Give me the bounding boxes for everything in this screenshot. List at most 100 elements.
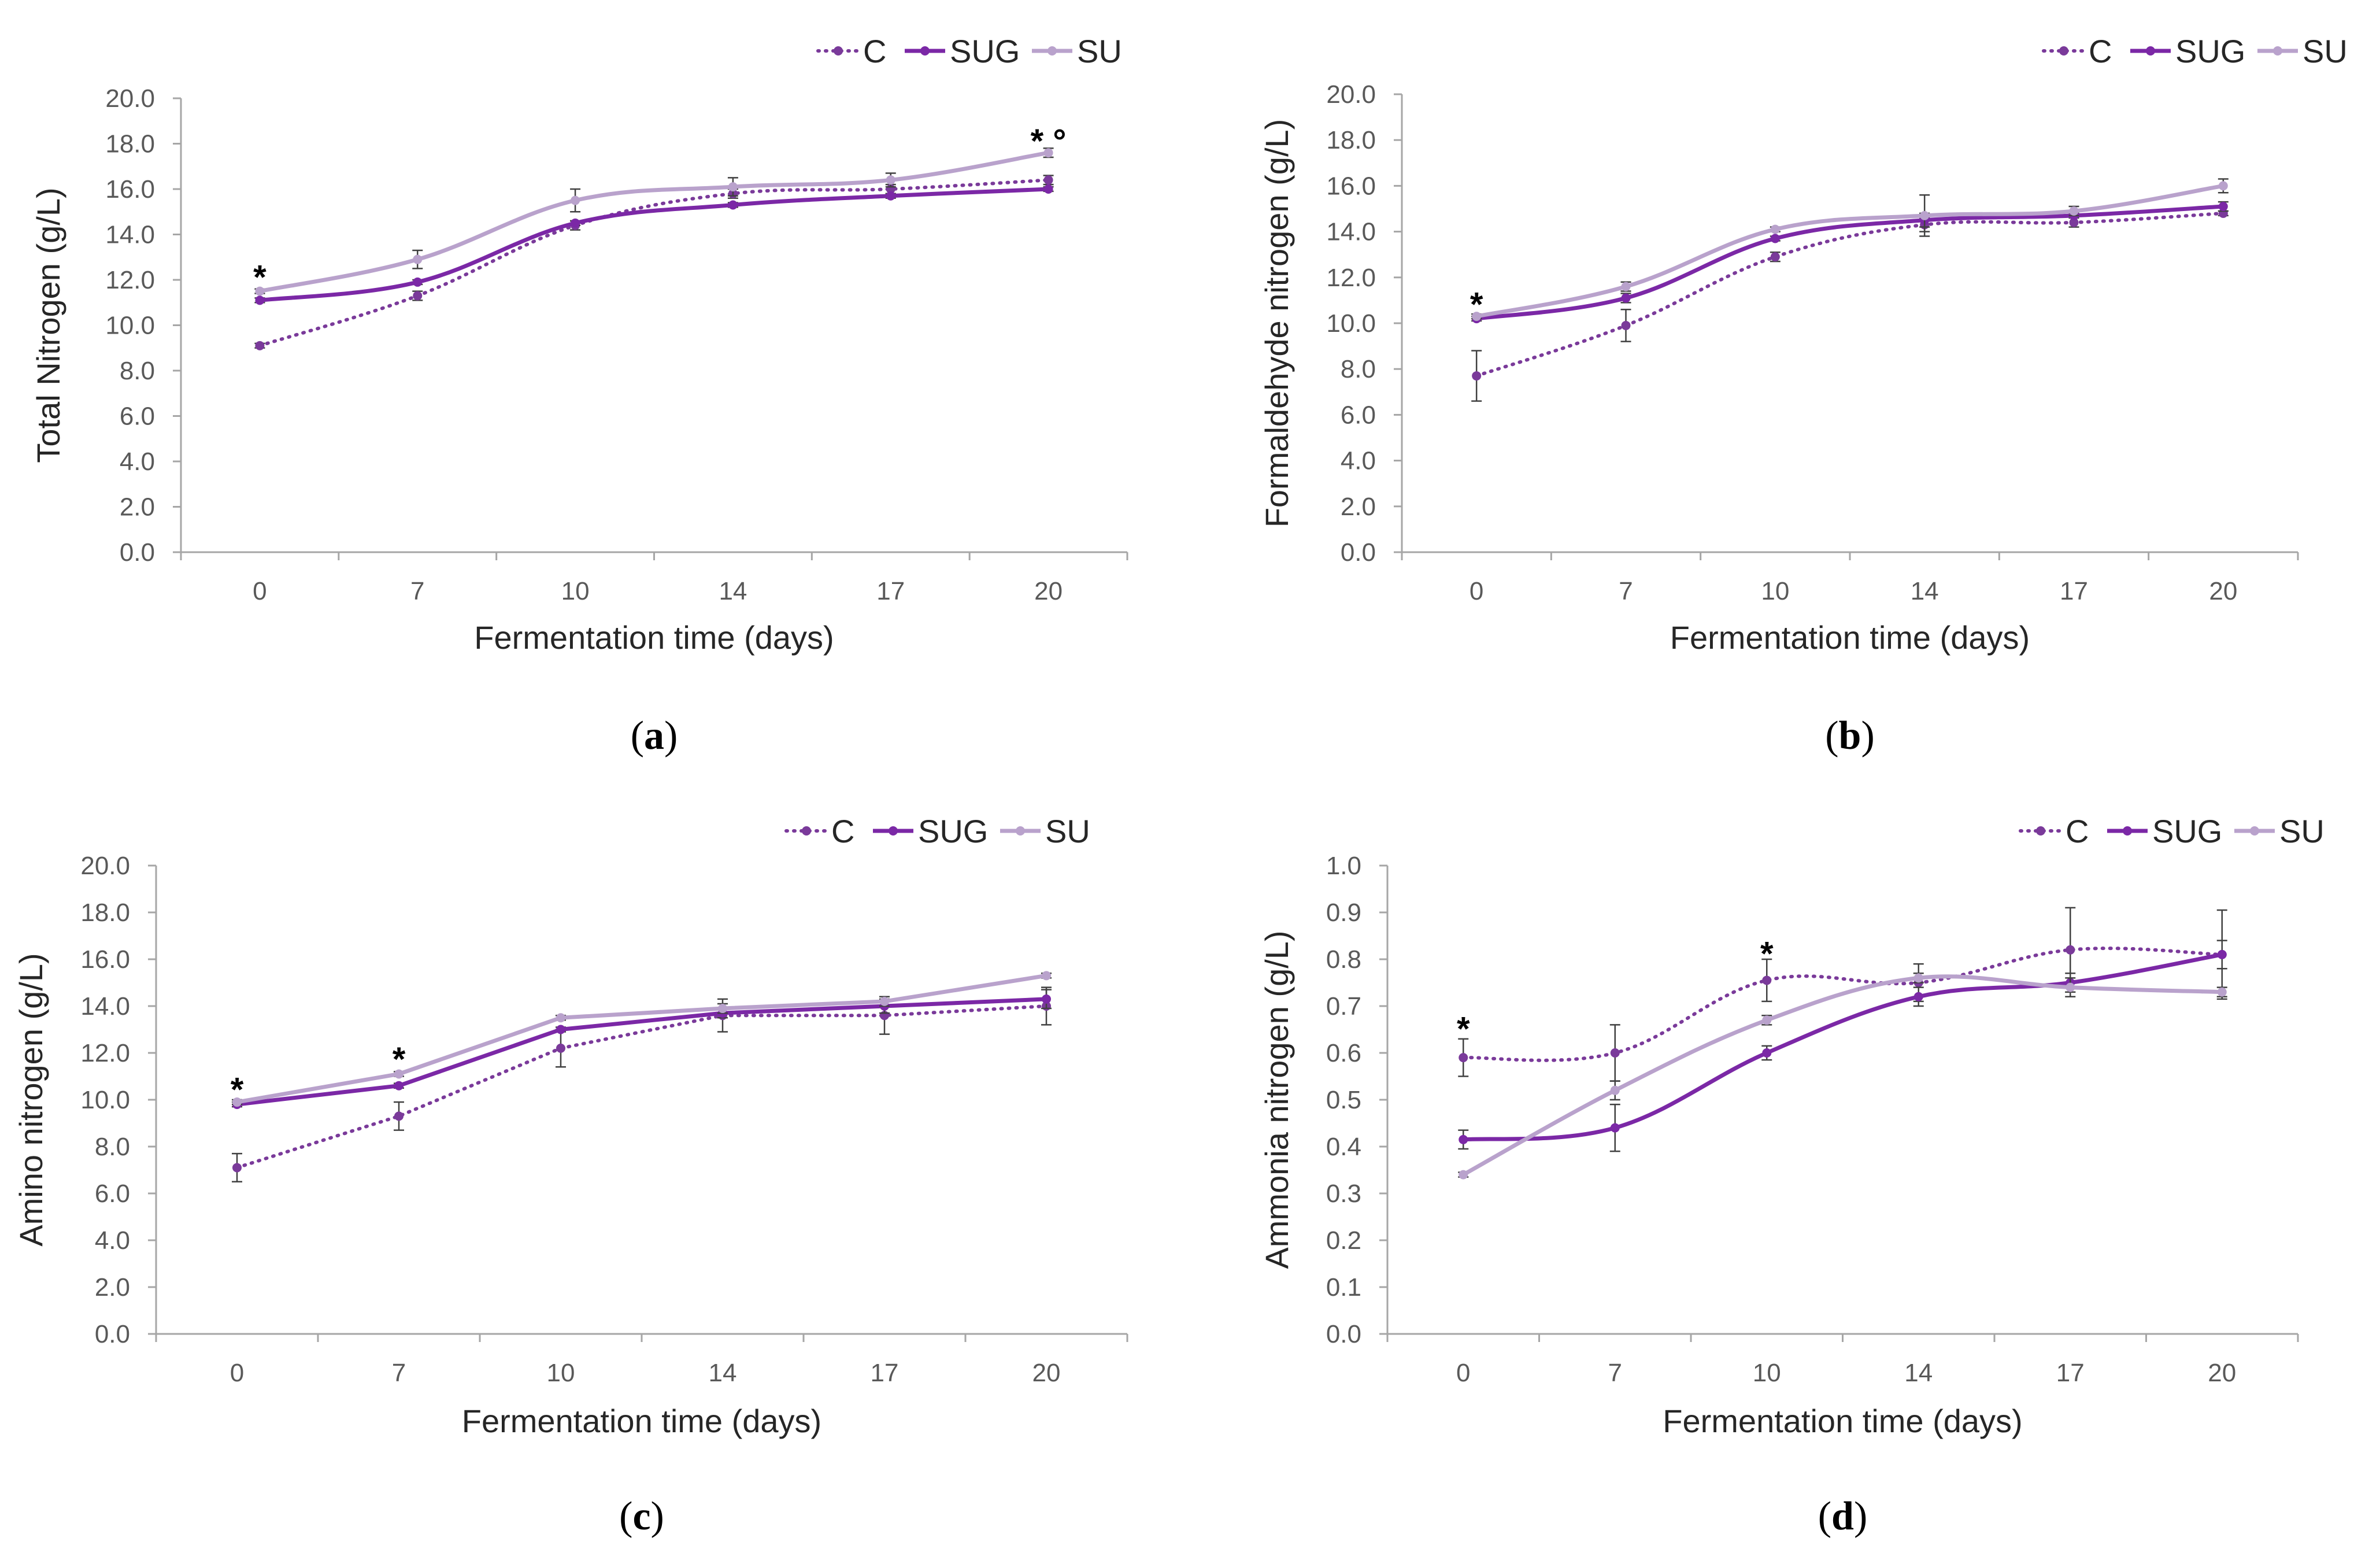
legend-label-SUG: SUG <box>2175 33 2245 69</box>
series-SUG <box>232 989 1052 1110</box>
y-tick-label: 8.0 <box>95 1133 130 1161</box>
legend-label-C: C <box>831 813 854 849</box>
data-point <box>571 195 580 205</box>
data-point <box>1610 1123 1620 1133</box>
panel-paren: ) <box>1861 714 1874 758</box>
data-point <box>1770 234 1780 243</box>
y-tick-label: 4.0 <box>1341 447 1376 475</box>
panel-paren: ) <box>664 714 678 758</box>
data-point <box>1472 312 1482 321</box>
legend-label-SU: SU <box>2303 33 2348 69</box>
x-tick-label: 14 <box>1911 577 1939 605</box>
series-line <box>1474 183 2226 319</box>
series-SU <box>1471 178 2229 321</box>
data-point <box>255 341 265 350</box>
data-point <box>1621 282 1631 291</box>
legend-label-C: C <box>863 33 886 69</box>
x-axis-title: Fermentation time (days) <box>462 1403 821 1439</box>
x-tick-label: 17 <box>2060 577 2088 605</box>
y-tick-label: 12.0 <box>1326 264 1376 292</box>
data-point <box>394 1111 404 1121</box>
y-tick-label: 0.7 <box>1326 992 1361 1021</box>
legend-label-C: C <box>2089 33 2112 69</box>
x-tick-label: 10 <box>1753 1359 1781 1387</box>
x-tick-label: 10 <box>1761 577 1789 605</box>
series-line <box>1474 204 2226 321</box>
data-point <box>1043 148 1053 158</box>
x-axis-title: Fermentation time (days) <box>474 619 834 656</box>
data-point <box>1762 1015 1772 1025</box>
chart-b: 0.0 2.0 4.0 6.0 8.0 10.0 12.0 14.0 16.0 18.0 20.0 0… <box>1259 33 2348 758</box>
y-tick-label: 14.0 <box>105 221 155 249</box>
y-tick-label: 0.0 <box>1341 538 1376 567</box>
data-point <box>1762 1048 1772 1058</box>
data-point <box>728 200 738 210</box>
data-point <box>1459 1134 1468 1144</box>
data-point <box>413 291 423 301</box>
data-point <box>1472 371 1482 381</box>
y-tick-label: 16.0 <box>105 175 155 204</box>
data-point <box>886 191 895 201</box>
data-point <box>1621 293 1631 303</box>
data-point <box>1913 973 1923 983</box>
data-point <box>1913 992 1923 1001</box>
y-tick-label: 0.5 <box>1326 1086 1361 1114</box>
x-tick-label: 0 <box>253 577 266 605</box>
panel-letter: b <box>1839 714 1861 758</box>
panel-label: (d) <box>1818 1494 1868 1539</box>
series-line <box>258 178 1050 348</box>
y-tick-label: 2.0 <box>1341 493 1376 521</box>
data-point <box>571 218 580 228</box>
y-tick-label: 0.2 <box>1326 1226 1361 1255</box>
y-tick-label: 0.1 <box>1326 1273 1361 1302</box>
x-tick-label: 20 <box>1032 1359 1061 1387</box>
series-SUG <box>254 184 1054 305</box>
data-point <box>718 1004 727 1014</box>
y-tick-label: 0.6 <box>1326 1039 1361 1067</box>
y-tick-label: 0.8 <box>1326 945 1361 974</box>
legend: C SUG SU <box>2042 33 2348 69</box>
data-point <box>1762 975 1772 985</box>
data-point <box>232 1097 242 1107</box>
y-tick-label: 1.0 <box>1326 852 1361 880</box>
y-tick-label: 0.9 <box>1326 899 1361 927</box>
series-C <box>232 986 1052 1182</box>
y-tick-label: 6.0 <box>95 1180 130 1208</box>
data-point <box>2066 982 2075 992</box>
data-point <box>1770 224 1780 234</box>
y-tick-label: 14.0 <box>80 992 130 1021</box>
panel-paren: ( <box>1818 1494 1831 1539</box>
data-point <box>1459 1053 1468 1063</box>
series-line <box>235 973 1049 1104</box>
series-line <box>1461 952 2224 1142</box>
data-point <box>886 175 895 185</box>
y-tick-label: 4.0 <box>95 1226 130 1255</box>
data-point <box>1621 320 1631 330</box>
data-point <box>1459 1170 1468 1180</box>
legend-marker-SUG <box>889 826 898 836</box>
legend-label-SU: SU <box>1077 33 1122 69</box>
series-line <box>1461 974 2224 1177</box>
data-point <box>2069 206 2079 216</box>
y-tick-label: 0.3 <box>1326 1180 1361 1208</box>
data-point <box>1043 175 1053 185</box>
y-tick-label: 10.0 <box>80 1086 130 1114</box>
series-C <box>254 175 1054 350</box>
data-point <box>255 286 265 296</box>
significance-marker: * <box>231 1071 244 1109</box>
data-point <box>1610 1048 1620 1058</box>
data-point <box>2217 987 2227 997</box>
x-tick-label: 7 <box>1608 1359 1622 1387</box>
x-axis-title: Fermentation time (days) <box>1663 1403 2022 1439</box>
y-tick-label: 14.0 <box>1326 218 1376 246</box>
y-tick-label: 0.4 <box>1326 1133 1361 1161</box>
y-axis-title: Ammonia nitrogen (g/L) <box>1259 930 1295 1269</box>
x-tick-label: 17 <box>2056 1359 2085 1387</box>
legend: C SUG SU <box>2019 813 2325 849</box>
legend-label-SUG: SUG <box>918 813 988 849</box>
data-point <box>2218 181 2228 191</box>
data-point <box>1043 184 1053 194</box>
y-tick-label: 18.0 <box>1326 126 1376 154</box>
legend-marker-C <box>834 46 843 56</box>
